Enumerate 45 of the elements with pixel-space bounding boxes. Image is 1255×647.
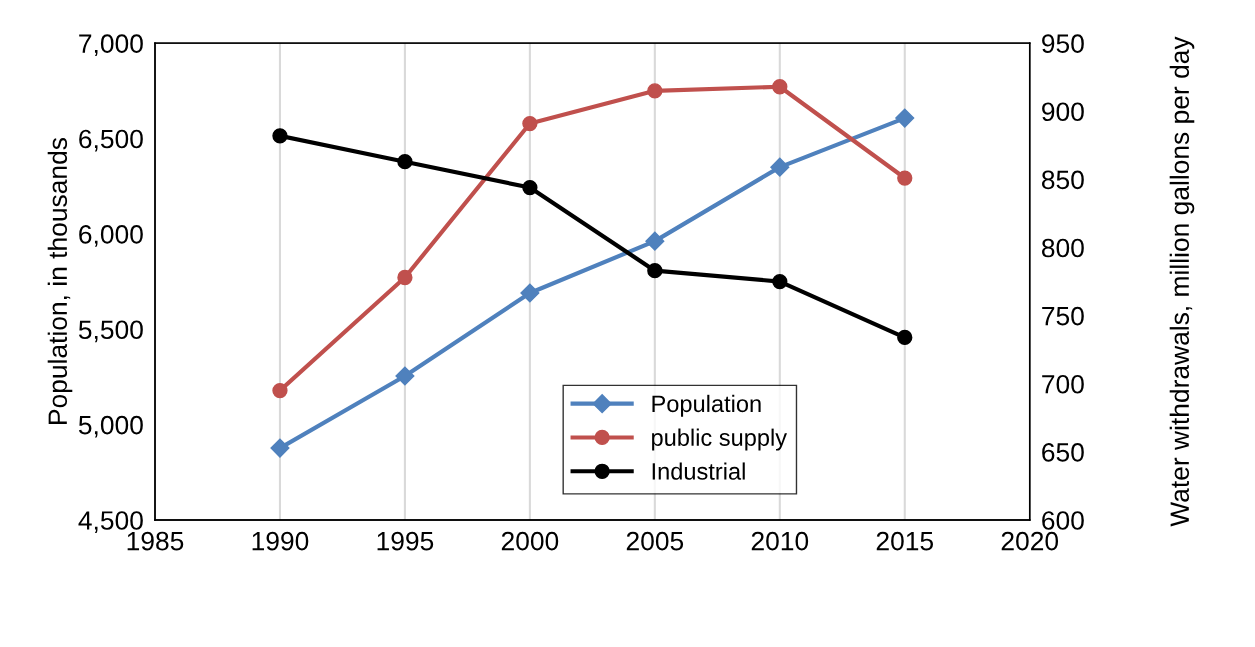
x-tick-label: 2020 (1001, 531, 1059, 551)
y2-tick-label: 950 (1042, 34, 1084, 53)
x-tick-label: 1995 (377, 531, 434, 551)
y-tick-label: 5,000 (78, 415, 143, 438)
x-tick-label: 1985 (127, 531, 184, 551)
x-tick-label: 2010 (751, 531, 809, 551)
point (645, 231, 665, 251)
point (395, 366, 415, 386)
y-tick-label: 5,500 (78, 320, 143, 343)
y2-tick-label: 700 (1042, 374, 1084, 394)
point (520, 283, 540, 303)
y-axis-title: Population, in thousands (47, 138, 73, 424)
point (522, 179, 538, 196)
y-tick-label: 7,000 (79, 34, 143, 57)
point (772, 273, 788, 290)
legend-label: Industrial (652, 462, 745, 480)
y-tick-label: 6,500 (79, 129, 143, 152)
y2-tick-label: 750 (1042, 306, 1084, 326)
point (522, 115, 538, 132)
x-tick-label: 2015 (876, 531, 934, 551)
y2-tick-label: 650 (1042, 443, 1084, 462)
y2-axis-title: Water withdrawals, million gallons per day (1169, 36, 1195, 527)
point (647, 83, 663, 99)
point (270, 438, 290, 458)
point (272, 128, 288, 144)
y-tick-label: 4,500 (78, 511, 143, 533)
point (397, 269, 413, 286)
point (897, 329, 913, 346)
x-tick-label: 2005 (626, 531, 684, 551)
y2-tick-label: 600 (1042, 511, 1084, 530)
point (397, 154, 413, 170)
x-tick-label: 1990 (252, 531, 309, 551)
y2-tick-label: 850 (1041, 170, 1084, 190)
point (770, 157, 790, 177)
y2-tick-label: 900 (1042, 102, 1084, 122)
y2-tick-label: 800 (1041, 238, 1084, 258)
legend-label: public supply (652, 428, 787, 451)
point (272, 382, 288, 399)
point (647, 263, 663, 279)
point (897, 170, 913, 186)
point (895, 108, 915, 128)
legend-label: Population (652, 394, 761, 417)
x-tick-label: 2000 (501, 531, 559, 551)
point (772, 79, 788, 95)
y-tick-label: 6,000 (79, 225, 143, 247)
